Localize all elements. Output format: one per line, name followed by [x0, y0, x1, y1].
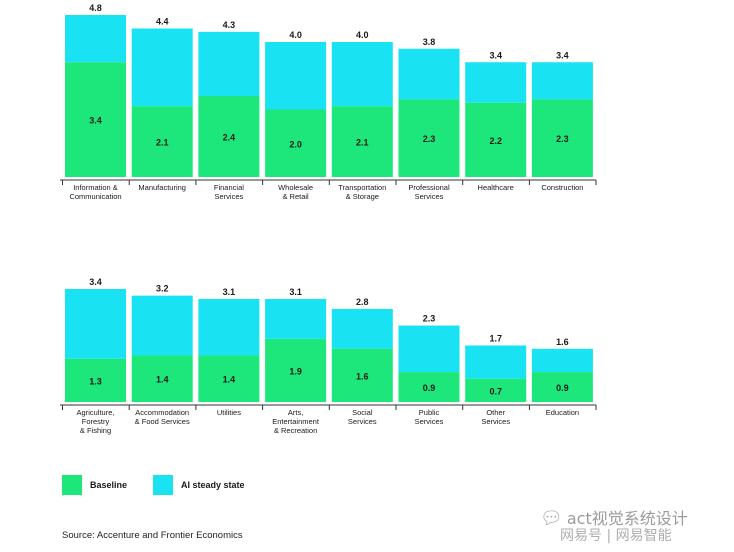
bar-baseline-0-1 [131, 106, 193, 177]
total-label-0-6: 3.4 [489, 50, 502, 60]
category-label-1-1: Accommodation & Food Services [135, 408, 190, 426]
category-label-0-7: Construction [541, 183, 583, 192]
bar-baseline-0-4 [331, 106, 393, 177]
total-label-1-0: 3.4 [89, 277, 102, 287]
legend-item-ai: AI steady state [153, 475, 245, 495]
category-label-0-0: Information & Communication [69, 183, 121, 201]
total-label-1-2: 3.1 [223, 287, 236, 297]
bar-ai-0-1 [131, 28, 193, 107]
chat-bubble-icon: 💬︎ [540, 508, 563, 529]
baseline-label-0-0: 3.4 [89, 116, 102, 126]
bar-baseline-1-4 [331, 348, 393, 402]
legend-label-ai: AI steady state [181, 480, 245, 490]
watermark: 💬︎ act视觉系统设计 [540, 508, 688, 529]
bar-ai-1-6 [465, 345, 527, 379]
chart-bottom-panel: 3.4 1.3 Agriculture, Forestry & Fishing 3.2 1.… [60, 277, 597, 435]
category-label-0-2: Financial Services [214, 183, 244, 201]
watermark-text: act视觉系统设计 [566, 509, 688, 528]
bar-baseline-0-5 [398, 99, 460, 177]
baseline-label-0-7: 2.3 [556, 134, 569, 144]
total-label-0-0: 4.8 [89, 3, 102, 13]
legend-swatch-ai [153, 475, 174, 495]
category-label-0-3: Wholesale & Retail [278, 183, 313, 201]
category-label-1-3: Arts, Entertainment & Recreation [272, 408, 320, 435]
baseline-label-0-2: 2.4 [223, 133, 236, 143]
bar-ai-0-0 [65, 15, 126, 63]
category-label-0-4: Transportation & Storage [338, 183, 386, 201]
total-label-0-2: 4.3 [223, 20, 236, 30]
category-label-1-2: Utilities [217, 408, 241, 417]
baseline-label-0-6: 2.2 [489, 136, 502, 146]
total-label-1-4: 2.8 [356, 297, 369, 307]
bar-ai-1-0 [65, 289, 126, 359]
bar-baseline-0-0 [65, 62, 126, 177]
watermark-subtext: 网易号 | 网易智能 [560, 528, 672, 544]
baseline-label-0-4: 2.1 [356, 138, 369, 148]
total-label-1-6: 1.7 [489, 334, 502, 344]
bar-ai-1-2 [198, 298, 260, 356]
category-label-1-6: Other Services [481, 408, 510, 426]
bar-baseline-1-0 [65, 358, 126, 402]
bar-ai-1-4 [331, 308, 393, 349]
bar-ai-0-2 [198, 31, 260, 96]
category-label-1-0: Agriculture, Forestry & Fishing [77, 408, 115, 435]
bar-ai-0-3 [265, 42, 327, 110]
baseline-label-0-3: 2.0 [289, 139, 302, 149]
total-label-0-5: 3.8 [423, 37, 436, 47]
total-label-1-1: 3.2 [156, 284, 169, 294]
category-label-1-4: Social Services [348, 408, 377, 426]
bar-baseline-0-2 [198, 96, 260, 177]
baseline-label-1-5: 0.9 [423, 383, 436, 393]
total-label-1-3: 3.1 [289, 287, 302, 297]
total-label-0-7: 3.4 [556, 50, 569, 60]
total-label-1-5: 2.3 [423, 314, 436, 324]
bar-baseline-0-7 [531, 99, 593, 177]
source-note: Source: Accenture and Frontier Economics [62, 530, 243, 541]
bar-baseline-1-1 [131, 355, 193, 402]
baseline-label-1-2: 1.4 [223, 375, 236, 385]
baseline-label-1-1: 1.4 [156, 375, 169, 385]
baseline-label-1-6: 0.7 [489, 386, 502, 396]
bar-ai-0-4 [331, 42, 393, 107]
category-label-0-5: Professional Services [408, 183, 450, 201]
bar-ai-1-5 [398, 325, 460, 373]
baseline-label-0-5: 2.3 [423, 134, 436, 144]
bar-baseline-1-6 [465, 378, 527, 402]
baseline-label-0-1: 2.1 [156, 138, 169, 148]
category-label-1-7: Education [546, 408, 579, 417]
bar-baseline-0-3 [265, 109, 327, 177]
baseline-label-1-3: 1.9 [289, 366, 302, 376]
bar-ai-1-7 [531, 348, 593, 373]
bar-baseline-1-2 [198, 355, 260, 402]
bar-baseline-0-6 [465, 102, 527, 177]
category-label-0-1: Manufacturing [138, 183, 186, 192]
bar-ai-1-1 [131, 295, 193, 356]
baseline-label-1-0: 1.3 [89, 376, 102, 386]
legend-label-baseline: Baseline [90, 480, 128, 490]
total-label-0-3: 4.0 [289, 30, 302, 40]
legend-item-baseline: Baseline [62, 475, 127, 495]
bar-baseline-1-3 [265, 338, 327, 402]
bar-ai-0-5 [398, 48, 460, 100]
chart-top-panel: 4.8 3.4 Information & Communication 4.4 2.1 Ma… [60, 3, 597, 201]
bar-ai-0-6 [465, 62, 527, 103]
category-label-0-6: Healthcare [478, 183, 514, 192]
bar-baseline-1-5 [398, 372, 460, 402]
bar-ai-1-3 [265, 298, 327, 339]
total-label-0-1: 4.4 [156, 17, 169, 27]
total-label-1-7: 1.6 [556, 337, 569, 347]
bar-baseline-1-7 [531, 372, 593, 402]
baseline-label-1-4: 1.6 [356, 371, 369, 381]
baseline-label-1-7: 0.9 [556, 383, 569, 393]
total-label-0-4: 4.0 [356, 30, 369, 40]
bar-ai-0-7 [531, 62, 593, 100]
legend-swatch-baseline [62, 475, 82, 495]
legend: Baseline AI steady state [62, 475, 271, 495]
category-label-1-5: Public Services [415, 408, 444, 426]
